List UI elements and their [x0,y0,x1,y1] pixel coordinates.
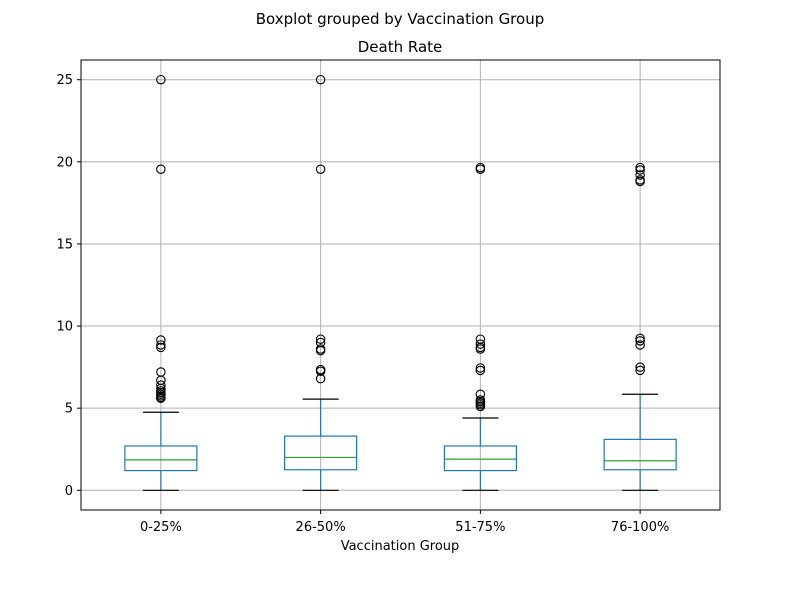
outlier-point [156,393,166,404]
outlier-point [475,363,486,373]
outlier-point [315,334,326,344]
outlier-point [475,365,486,376]
outlier-point [635,176,645,187]
plot-frame [80,59,721,511]
outlier-point [315,345,326,356]
outlier-point [635,336,645,346]
x-tick-label: 0-25% [140,520,182,535]
outlier-point [635,165,645,175]
outlier-point [156,74,166,85]
box-series [124,74,677,491]
outlier-point [475,344,486,354]
outlier-point [315,366,326,376]
outlier-point [635,340,645,350]
box-group [603,162,677,491]
outlier-point [635,170,645,180]
box-group [124,74,198,491]
iqr-box [443,445,517,472]
box-group [443,162,517,491]
chart-title: Death Rate [358,38,443,56]
outlier-point [156,342,166,353]
x-axis-ticks: 0-25% 26-50% 51-75% 76-100% [140,510,669,535]
x-tick-label: 26-50% [296,520,346,535]
iqr-box [284,435,358,471]
iqr-box [124,445,198,472]
outlier-point [475,164,486,174]
grid-lines [81,60,720,510]
y-tick-label: 25 [56,73,73,88]
y-tick-label: 10 [56,320,73,335]
outlier-point [156,335,166,345]
outlier-point [315,373,326,384]
outlier-point [315,164,326,174]
outlier-point [475,401,486,412]
outlier-point [156,164,166,174]
outlier-point [475,389,486,399]
outlier-point [315,74,326,85]
outlier-point [156,383,166,394]
outlier-point [635,333,645,344]
iqr-box [603,438,677,471]
outlier-point [635,162,645,173]
y-tick-label: 15 [56,237,73,252]
chart-suptitle: Boxplot grouped by Vaccination Group [256,10,544,28]
y-axis-ticks: 0 5 10 15 20 25 [56,73,81,499]
outlier-point [475,339,486,349]
y-tick-label: 5 [65,402,73,417]
outlier-point [635,362,645,372]
x-axis-label: Vaccination Group [341,539,460,554]
box-group [284,74,358,491]
outlier-point [156,380,166,390]
y-tick-label: 20 [56,155,73,170]
outlier-point [635,365,645,376]
y-tick-label: 0 [65,484,73,499]
outlier-point [156,340,166,350]
x-tick-label: 51-75% [455,520,505,535]
x-tick-label: 76-100% [611,520,669,535]
